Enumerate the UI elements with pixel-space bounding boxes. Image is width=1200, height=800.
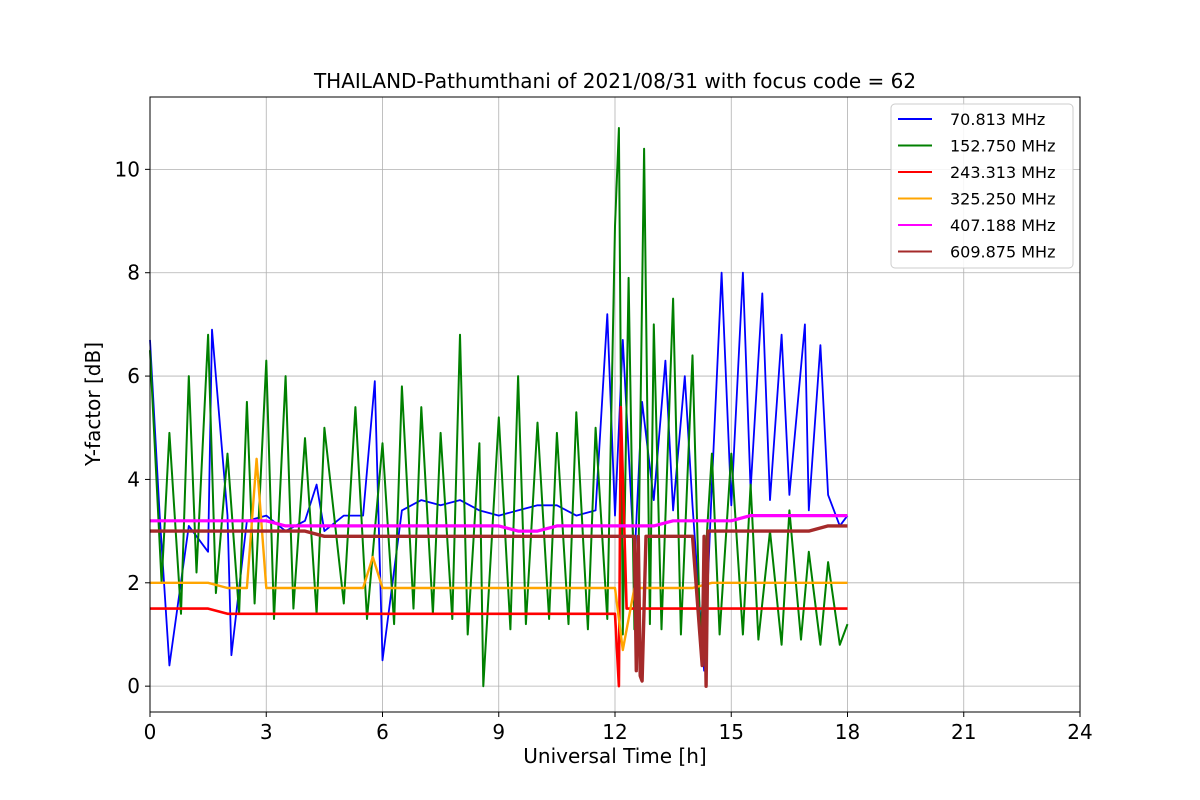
- series-line: [150, 457, 848, 652]
- x-axis-label: Universal Time [h]: [523, 744, 706, 768]
- legend-label: 609.875 MHz: [950, 243, 1055, 262]
- y-axis: 0 2 4 6 8 10: [115, 157, 150, 698]
- x-tick-label: 0: [144, 720, 157, 744]
- chart-title: THAILAND-Pathumthani of 2021/08/31 with …: [313, 69, 916, 93]
- y-tick-label: 6: [127, 364, 140, 388]
- legend-label: 407.188 MHz: [950, 216, 1055, 235]
- x-tick-label: 9: [492, 720, 505, 744]
- series-line: [149, 127, 849, 688]
- x-tick-label: 15: [719, 720, 744, 744]
- series-line: [149, 271, 849, 672]
- y-tick-label: 2: [127, 571, 140, 595]
- x-tick-label: 12: [602, 720, 627, 744]
- y-tick-label: 8: [127, 261, 140, 285]
- series-line: [150, 513, 848, 533]
- legend-label: 152.750 MHz: [950, 137, 1055, 156]
- y-tick-label: 4: [127, 467, 140, 491]
- series-line: [150, 524, 848, 688]
- y-tick-label: 10: [115, 157, 140, 181]
- y-tick-label: 0: [127, 674, 140, 698]
- legend-label: 70.813 MHz: [950, 110, 1045, 129]
- legend-label: 243.313 MHz: [950, 163, 1055, 182]
- x-tick-label: 24: [1067, 720, 1092, 744]
- x-tick-label: 21: [951, 720, 976, 744]
- legend-label: 325.250 MHz: [950, 190, 1055, 209]
- plot-area: [149, 127, 849, 688]
- legend-box: [890, 103, 1074, 269]
- x-tick-label: 3: [260, 720, 273, 744]
- x-axis: 0 3 6 9 12 15 18 21 24: [144, 712, 1093, 744]
- x-tick-label: 18: [835, 720, 860, 744]
- y-axis-label: Y-factor [dB]: [81, 342, 105, 467]
- x-tick-label: 6: [376, 720, 389, 744]
- legend: 70.813 MHz 152.750 MHz 243.313 MHz 325.250 …: [890, 103, 1074, 269]
- series-line: [150, 405, 848, 688]
